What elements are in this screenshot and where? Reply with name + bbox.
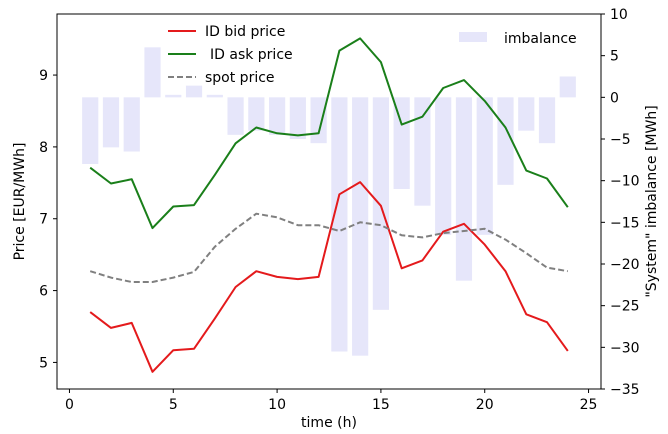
left-y-axis-ticks: 5 6 7 8 9 <box>39 68 57 371</box>
imbalance-bar-3 <box>123 97 140 152</box>
right-y-tick-label: −5 <box>610 132 631 148</box>
x-tick-label: 10 <box>268 397 286 413</box>
imbalance-bar-20 <box>476 97 493 235</box>
legend-label-id-bid-price: ID bid price <box>205 24 285 40</box>
imbalance-bar-11 <box>289 97 306 139</box>
imbalance-bar-21 <box>497 97 514 185</box>
legend-label-spot-price: spot price <box>205 70 275 86</box>
x-axis-label: time (h) <box>301 415 357 431</box>
right-y-tick-label: −15 <box>610 215 640 231</box>
legend-imbalance: imbalance <box>459 31 577 47</box>
x-tick-label: 5 <box>169 397 178 413</box>
x-tick-label: 20 <box>476 397 494 413</box>
left-y-tick-label: 9 <box>39 68 48 84</box>
imbalance-bar-5 <box>165 94 182 98</box>
imbalance-bar-17 <box>414 97 431 206</box>
imbalance-bar-15 <box>372 97 390 310</box>
right-y-tick-label: 10 <box>610 7 628 23</box>
imbalance-bar-9 <box>248 97 265 131</box>
right-y-tick-label: 0 <box>610 90 619 106</box>
imbalance-bar-2 <box>102 97 120 148</box>
imbalance-bar-14 <box>352 97 369 356</box>
right-y-axis-ticks: 10 5 0 −5 −10 −15 −20 −25 −30 −35 <box>601 7 640 398</box>
imbalance-bar-24 <box>559 76 576 98</box>
left-y-tick-label: 8 <box>39 140 48 156</box>
right-y-tick-label: −30 <box>610 340 640 356</box>
imbalance-bars <box>82 47 576 356</box>
imbalance-bar-22 <box>518 97 535 131</box>
imbalance-bar-23 <box>538 97 556 144</box>
plot-frame <box>56 13 602 390</box>
series-line-id-bid-price <box>89 181 569 373</box>
x-tick-label: 15 <box>372 397 390 413</box>
x-tick-label: 25 <box>580 397 598 413</box>
legend-label-id-ask-price: ID ask price <box>210 47 293 63</box>
imbalance-bar-16 <box>393 97 410 189</box>
series-line-spot-price <box>89 212 568 283</box>
imbalance-bar-12 <box>310 97 327 144</box>
imbalance-bar-13 <box>331 97 348 352</box>
right-y-tick-label: 5 <box>610 49 619 65</box>
imbalance-bar-7 <box>206 94 223 98</box>
imbalance-bar-19 <box>455 97 473 281</box>
legend-label-imbalance: imbalance <box>504 31 577 47</box>
imbalance-bar-8 <box>227 97 244 135</box>
imbalance-bar-18 <box>435 97 452 235</box>
right-y-tick-label: −25 <box>610 299 640 315</box>
left-y-tick-label: 5 <box>39 355 48 371</box>
imbalance-bar-1 <box>82 97 99 164</box>
x-axis-ticks: 0 5 10 15 20 25 <box>65 389 597 413</box>
right-y-tick-label: −35 <box>610 382 640 398</box>
right-y-tick-label: −10 <box>610 174 640 190</box>
imbalance-bar-6 <box>185 85 203 98</box>
left-y-tick-label: 7 <box>39 212 48 228</box>
legend-prices: ID bid price ID ask price spot price <box>168 24 293 86</box>
imbalance-bar-4 <box>144 47 161 98</box>
imbalance-bar-10 <box>268 97 286 135</box>
left-y-tick-label: 6 <box>39 284 48 300</box>
right-y-tick-label: −20 <box>610 257 640 273</box>
x-tick-label: 0 <box>65 397 74 413</box>
right-y-axis-label: "System" imbalance [MWh] <box>644 105 660 297</box>
series-line-id-ask-price <box>89 37 569 230</box>
price-lines <box>89 37 569 373</box>
left-y-axis-label: Price [EUR/MWh] <box>12 143 28 261</box>
legend-swatch-imbalance <box>459 32 487 42</box>
